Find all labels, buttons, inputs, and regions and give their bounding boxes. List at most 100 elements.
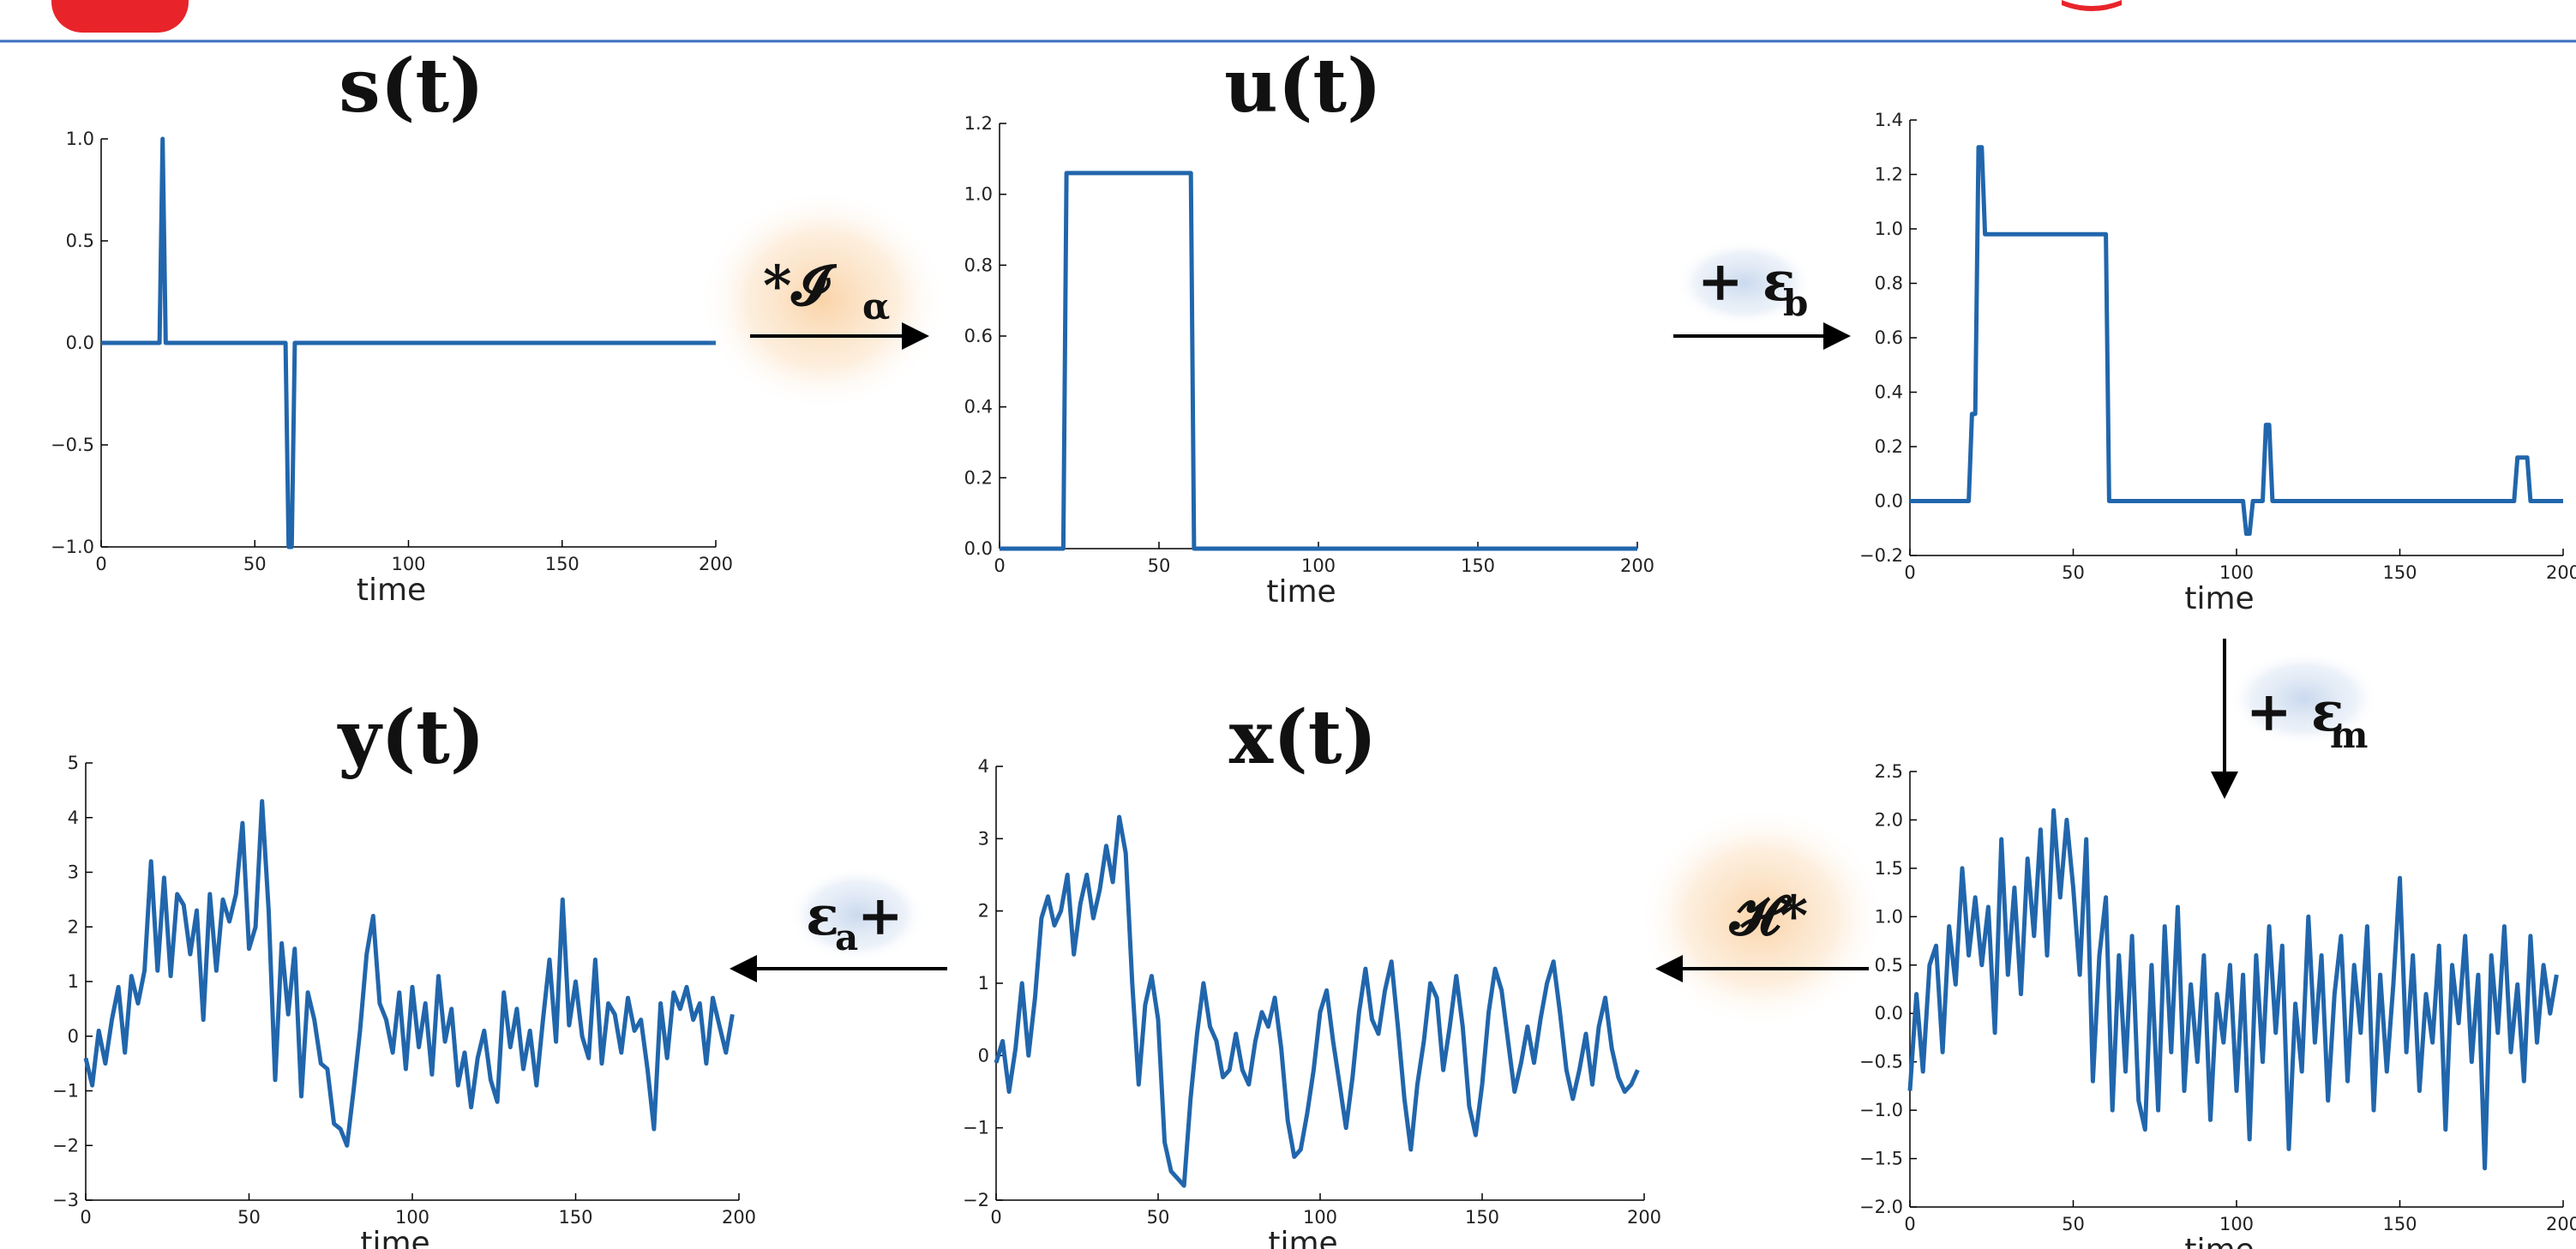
- x-tick-label: 200: [1627, 1207, 1661, 1228]
- series-line: [1907, 808, 2559, 1171]
- x-tick-label: 150: [558, 1207, 592, 1228]
- x-tick-label: 100: [395, 1207, 429, 1228]
- series-line: [83, 799, 735, 1148]
- chart-title: s(t): [339, 43, 484, 129]
- y-tick-label: 1.0: [964, 184, 993, 205]
- y-tick-label: 0.0: [1875, 491, 1903, 512]
- y-tick-label: 0.8: [964, 255, 993, 275]
- x-tick-label: 150: [2382, 1214, 2417, 1234]
- y-tick-label: −2: [963, 1190, 989, 1210]
- y-tick-label: −1.0: [1859, 1100, 1903, 1120]
- y-tick-label: −0.2: [1859, 545, 1903, 566]
- chart-u-plus-eb: −0.2 0.0 0.2 0.4 0.6 0.8 1.0 1.2 1.4 0 50 100 150 200…: [1859, 110, 2576, 616]
- x-axis-label: time: [1266, 574, 1336, 609]
- y-tick-label: 2.5: [1875, 761, 1903, 782]
- x-tick-label: 200: [2546, 562, 2576, 583]
- operator-main: ε: [806, 884, 839, 948]
- x-tick-label: 100: [2219, 1214, 2254, 1234]
- operator-glow: [1637, 806, 1886, 1029]
- y-tick-label: 1.4: [1875, 110, 1903, 130]
- x-axis-label: time: [1268, 1226, 1337, 1249]
- x-tick-label: 50: [243, 554, 267, 574]
- y-tick-label: 3: [978, 828, 989, 849]
- y-tick-label: 0.8: [1875, 273, 1903, 294]
- y-tick-label: 0.5: [66, 231, 94, 251]
- y-tick-label: −1.0: [51, 537, 94, 557]
- x-tick-label: 0: [95, 554, 106, 574]
- x-tick-label: 100: [1303, 1207, 1337, 1228]
- y-tick-label: 4: [68, 808, 79, 828]
- operator-eps-m: + ε m: [2211, 639, 2379, 799]
- operator-conv-h: 𝓗*: [1637, 806, 1886, 1029]
- y-tick-label: 0: [68, 1026, 79, 1047]
- y-tick-label: 4: [978, 756, 989, 777]
- y-tick-label: 0: [978, 1045, 989, 1066]
- y-tick-label: 2: [978, 901, 989, 922]
- operator-glow: [1676, 240, 1813, 326]
- operator-sub: b: [1783, 282, 1808, 324]
- y-tick-label: 0.5: [1875, 955, 1903, 976]
- x-tick-label: 0: [80, 1207, 91, 1228]
- y-tick-label: 0.4: [1875, 382, 1903, 403]
- y-tick-label: 1: [68, 971, 79, 992]
- x-axis-label: time: [2184, 1233, 2254, 1249]
- y-tick-label: 0.0: [964, 538, 993, 559]
- x-tick-label: 200: [722, 1207, 756, 1228]
- x-tick-label: 150: [1465, 1207, 1499, 1228]
- x-tick-label: 100: [2219, 562, 2254, 583]
- y-tick-label: −1: [963, 1118, 989, 1138]
- y-tick-label: 2.0: [1875, 809, 1903, 830]
- x-tick-label: 0: [1904, 562, 1915, 583]
- x-tick-label: 50: [2062, 1214, 2085, 1234]
- x-axis-label: time: [357, 573, 426, 608]
- chart-x-plus-em: −2.0−1.5−1.0−0.50.00.51.01.52.02.50 50 100…: [1859, 761, 2576, 1249]
- y-tick-label: 0.4: [964, 397, 993, 417]
- y-tick-label: 1: [978, 973, 989, 994]
- y-tick-label: −0.5: [51, 435, 94, 455]
- x-tick-label: 50: [237, 1207, 261, 1228]
- header-badge: [51, 0, 189, 33]
- operator-tail: +: [857, 884, 904, 948]
- series-line: [994, 814, 1640, 1188]
- x-tick-label: 0: [994, 555, 1005, 576]
- x-tick-label: 0: [990, 1207, 1001, 1228]
- x-tick-label: 0: [1904, 1214, 1915, 1234]
- y-tick-label: 0.2: [964, 467, 993, 488]
- operator-conv-ia: *𝓘 α: [699, 189, 947, 411]
- y-tick-label: 0.6: [964, 326, 993, 346]
- x-axis-label: time: [2184, 581, 2254, 616]
- y-tick-label: 5: [68, 753, 79, 773]
- y-tick-label: −2.0: [1859, 1197, 1903, 1217]
- operator-sub: m: [2330, 714, 2368, 756]
- x-tick-label: 150: [1461, 555, 1495, 576]
- x-tick-label: 100: [1301, 555, 1336, 576]
- operator-eps-a: ε a +: [730, 868, 947, 982]
- y-tick-label: −1.5: [1859, 1149, 1903, 1169]
- chart-title: u(t): [1224, 43, 1382, 129]
- y-tick-label: −3: [52, 1190, 79, 1210]
- x-axis-label: time: [360, 1226, 429, 1249]
- y-tick-label: 1.2: [964, 113, 993, 134]
- chart-u: 0.0 0.2 0.4 0.6 0.8 1.0 1.2 0 50 100 150 200 time u(t…: [964, 43, 1654, 609]
- series-line: [101, 136, 716, 549]
- chart-title: x(t): [1229, 694, 1377, 781]
- y-tick-label: 1.0: [1875, 219, 1903, 239]
- y-tick-label: −1: [52, 1081, 79, 1102]
- operator-eps-b: + ε b: [1673, 240, 1851, 350]
- y-tick-label: 0.0: [66, 333, 94, 353]
- y-tick-label: 1.5: [1875, 858, 1903, 879]
- operator-main: *𝓘: [763, 254, 837, 318]
- operator-main: 𝓗*: [1729, 884, 1808, 948]
- operator-glow: [2229, 652, 2379, 746]
- y-tick-label: 0.0: [1875, 1003, 1903, 1024]
- y-tick-label: 1.2: [1875, 165, 1903, 185]
- chart-title: y(t): [336, 694, 484, 781]
- series-line: [1000, 171, 1637, 551]
- y-tick-label: 0.6: [1875, 327, 1903, 348]
- x-tick-label: 50: [1148, 555, 1171, 576]
- header-strip: [0, 0, 2576, 43]
- x-tick-label: 200: [1620, 555, 1654, 576]
- operator-glow: [699, 189, 947, 411]
